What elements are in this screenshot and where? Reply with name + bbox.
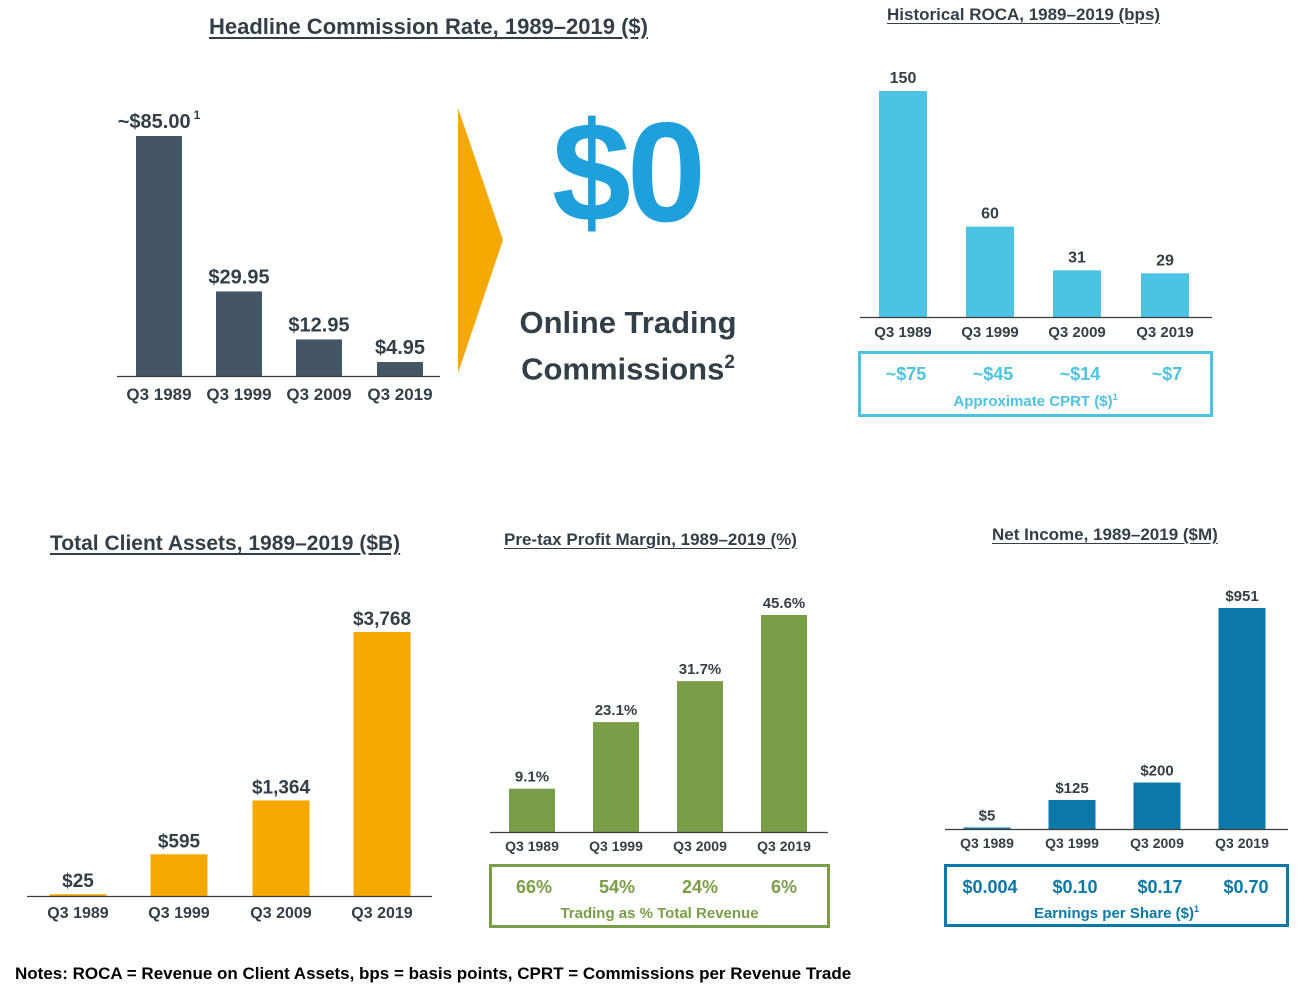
bar	[296, 339, 342, 376]
bar-value-label: $3,768	[353, 609, 411, 630]
online-label-line1: Online Trading	[519, 305, 737, 340]
bar-value-label: $5	[979, 808, 996, 825]
bar-value-label: 31.7%	[679, 661, 722, 678]
x-tick-label: Q3 1989	[505, 838, 559, 854]
x-tick-label: Q3 2019	[367, 385, 432, 404]
online-trading-commissions-label: Online Trading Commissions2	[500, 303, 756, 389]
bar	[252, 800, 310, 896]
x-tick-label: Q3 2019	[351, 905, 412, 922]
x-tick-label: Q3 1989	[874, 324, 932, 341]
roca-chart-title: Historical ROCA, 1989–2019 (bps)	[887, 5, 1161, 24]
bar-value-label: $125	[1055, 780, 1088, 797]
bar	[1133, 782, 1181, 829]
eps-value: $0.004	[962, 877, 1018, 897]
bar-value-label: 45.6%	[763, 595, 806, 612]
eps-box: $0.004 $0.10 $0.17 $0.70 Earnings per Sh…	[944, 864, 1289, 927]
bar	[1218, 608, 1266, 829]
bar	[677, 681, 723, 832]
x-tick-label: Q3 2009	[1048, 324, 1106, 341]
bar	[761, 615, 807, 832]
cprt-value: ~$45	[972, 364, 1014, 384]
commission-chart-title: Headline Commission Rate, 1989–2019 ($)	[209, 14, 648, 39]
cprt-box: ~$75 ~$45 ~$14 ~$7 Approximate CPRT ($)1	[858, 351, 1213, 417]
online-label-line2: Commissions	[521, 351, 725, 387]
trading-share-value: 66%	[515, 877, 553, 897]
bar-value-label: 9.1%	[515, 769, 549, 786]
bar-value-label: 31	[1068, 249, 1086, 266]
bar	[150, 854, 208, 896]
bar	[593, 722, 639, 832]
client-assets-chart-title: Total Client Assets, 1989–2019 ($B)	[50, 532, 401, 555]
bar	[353, 632, 411, 896]
x-tick-label: Q3 2019	[757, 838, 811, 854]
x-tick-label: Q3 2009	[250, 905, 311, 922]
x-tick-label: Q3 2009	[673, 838, 727, 854]
bar-value-label: ~$85.00 1	[118, 108, 201, 133]
bar-value-label: 60	[981, 206, 999, 223]
cprt-value: ~$14	[1059, 364, 1101, 384]
trading-revenue-box: 66% 54% 24% 6% Trading as % Total Revenu…	[489, 864, 830, 928]
trading-share-value: 6%	[770, 877, 797, 897]
trading-share-caption: Trading as % Total Revenue	[560, 905, 759, 922]
bar-value-label: $4.95	[375, 337, 425, 359]
bar	[49, 894, 107, 896]
eps-value: $0.70	[1223, 877, 1269, 897]
cprt-value: ~$75	[885, 364, 927, 384]
bar	[377, 362, 423, 376]
bar	[879, 91, 927, 317]
bar	[216, 291, 262, 376]
bar	[509, 788, 555, 832]
x-tick-label: Q3 1989	[960, 835, 1014, 851]
x-tick-label: Q3 1999	[589, 838, 643, 854]
online-label-footnote: 2	[724, 352, 735, 373]
bar-value-label: $200	[1140, 763, 1173, 780]
bar-value-label: 23.1%	[595, 702, 638, 719]
net-income-chart-title: Net Income, 1989–2019 ($M)	[992, 525, 1218, 544]
eps-value: $0.10	[1052, 877, 1098, 897]
x-tick-label: Q3 2009	[286, 385, 351, 404]
x-tick-label: Q3 1989	[126, 385, 191, 404]
margin-chart-title: Pre-tax Profit Margin, 1989–2019 (%)	[504, 530, 797, 549]
bar-value-label: 29	[1156, 252, 1174, 269]
x-tick-label: Q3 1999	[1045, 835, 1099, 851]
bar-value-label: $951	[1225, 588, 1258, 605]
bar-value-label: $1,364	[252, 777, 311, 798]
bar	[966, 226, 1014, 317]
x-tick-label: Q3 1999	[148, 905, 209, 922]
zero-commission-value: $0	[552, 93, 706, 252]
bar	[1141, 273, 1189, 317]
eps-value: $0.17	[1137, 877, 1183, 897]
x-tick-label: Q3 1999	[206, 385, 271, 404]
x-tick-label: Q3 1999	[961, 324, 1019, 341]
x-tick-label: Q3 2019	[1136, 324, 1194, 341]
x-tick-label: Q3 1989	[47, 905, 108, 922]
bar	[136, 136, 182, 376]
bar-value-label: $25	[62, 871, 94, 892]
bar	[963, 827, 1011, 829]
bar-value-label: 150	[890, 70, 917, 87]
x-tick-label: Q3 2019	[1215, 835, 1269, 851]
bar	[1053, 270, 1101, 317]
trading-share-value: 24%	[681, 877, 719, 897]
bar-value-label: $12.95	[288, 314, 349, 336]
cprt-caption: Approximate CPRT ($)1	[953, 392, 1118, 410]
cprt-value: ~$7	[1151, 364, 1183, 384]
footnote-text: Notes: ROCA = Revenue on Client Assets, …	[15, 964, 852, 983]
bar-value-label: $29.95	[208, 266, 269, 288]
bar-value-label: $595	[158, 831, 201, 852]
trading-share-value: 54%	[598, 877, 636, 897]
x-tick-label: Q3 2009	[1130, 835, 1184, 851]
bar	[1048, 799, 1096, 829]
eps-caption: Earnings per Share ($)1	[1033, 904, 1200, 922]
bar-value-footnote: 1	[194, 108, 201, 122]
